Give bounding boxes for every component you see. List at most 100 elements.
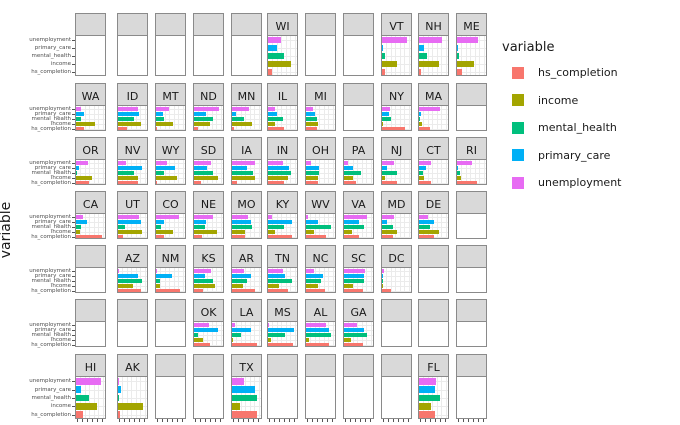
facet-strip: [381, 299, 412, 322]
bar-unemployment: [344, 160, 348, 165]
y-tick-label: primary_care: [34, 218, 71, 225]
y-tick-label: income: [50, 403, 71, 410]
bar-hs-completion: [194, 126, 198, 130]
bar-primary-care: [306, 327, 329, 332]
facet-plot-area: [193, 268, 224, 293]
bar-income: [268, 175, 288, 180]
bar-income: [306, 337, 309, 342]
facet-panel-empty: [343, 83, 374, 131]
bar-income: [232, 283, 243, 288]
bar-primary-care: [194, 327, 218, 332]
x-axis-ticks: [343, 419, 374, 423]
bar-mental-health: [156, 170, 164, 175]
bar-primary-care: [232, 165, 247, 170]
y-tick-label: primary_care: [34, 272, 71, 279]
bar-primary-care: [118, 165, 142, 170]
bar-mental-health: [194, 278, 213, 283]
y-tick-label: hs_completion: [31, 287, 71, 294]
bar-mental-health: [419, 224, 430, 229]
facet-strip: [117, 299, 148, 322]
y-tick: [72, 334, 75, 336]
bar-hs-completion: [268, 342, 294, 346]
facet-strip: CA: [75, 191, 106, 214]
bar-unemployment: [344, 214, 367, 219]
bar-hs-completion: [232, 411, 257, 418]
bar-hs-completion: [306, 180, 318, 184]
bar-primary-care: [194, 111, 206, 116]
facet-strip: [456, 354, 487, 377]
facet-strip: NC: [305, 245, 336, 268]
facet-plot-area: [305, 377, 336, 419]
bar-unemployment: [382, 214, 394, 219]
facet-panel-nm: NM: [155, 245, 186, 293]
bar-mental-health: [232, 332, 242, 337]
facet-plot-area: [155, 160, 186, 185]
facet-strip: [155, 299, 186, 322]
facet-plot-area: [155, 214, 186, 239]
y-tick: [72, 216, 75, 218]
bar-mental-health: [268, 332, 286, 337]
bar-mental-health: [344, 332, 367, 337]
facet-strip: TX: [231, 354, 262, 377]
bar-unemployment: [194, 106, 220, 111]
bar-income: [232, 121, 252, 126]
facet-panel-wa: WA: [75, 83, 106, 131]
y-tick-label: primary_care: [34, 326, 71, 333]
bar-income: [344, 175, 354, 180]
bar-hs-completion: [194, 234, 202, 238]
y-tick-label: hs_completion: [31, 69, 71, 75]
bar-unemployment: [194, 268, 212, 273]
facet-strip: TN: [267, 245, 298, 268]
facet-panel-az: AZ: [117, 245, 148, 293]
bar-unemployment: [118, 160, 126, 165]
bar-primary-care: [306, 111, 316, 116]
x-axis-ticks: [155, 419, 186, 423]
facet-plot-area: [381, 160, 412, 185]
facet-strip: WI: [267, 13, 298, 36]
y-axis-labels: unemployment primary_care mental_health inc…: [0, 106, 75, 132]
bar-hs-completion: [118, 288, 141, 292]
bar-income: [268, 283, 279, 288]
bar-primary-care: [268, 44, 278, 52]
facet-strip: GA: [343, 299, 374, 322]
bar-primary-care: [382, 165, 388, 170]
bar-unemployment: [382, 160, 394, 165]
facet-strip: AK: [117, 354, 148, 377]
facet-panel-la: LA: [231, 299, 262, 347]
facet-plot-area: [381, 322, 412, 347]
bar-primary-care: [306, 219, 318, 224]
bar-income: [268, 229, 275, 234]
facet-plot-area: [155, 106, 186, 131]
x-axis-ticks: [456, 419, 487, 423]
bar-primary-care: [382, 111, 389, 116]
facet-strip: UT: [117, 191, 148, 214]
facet-strip: WA: [75, 83, 106, 106]
facet-plot-area: [305, 268, 336, 293]
bar-hs-completion: [194, 288, 204, 292]
facet-panel-oh: OH: [305, 137, 336, 185]
facet-strip: MO: [231, 191, 262, 214]
bar-mental-health: [344, 278, 364, 283]
bar-mental-health: [156, 116, 164, 121]
bar-primary-care: [156, 273, 172, 278]
y-tick: [72, 344, 75, 346]
bar-income: [419, 121, 422, 126]
bar-unemployment: [76, 160, 88, 165]
bar-mental-health: [344, 224, 364, 229]
bar-primary-care: [419, 44, 425, 52]
facet-strip: [456, 191, 487, 214]
facet-panel-ma: MA: [418, 83, 449, 131]
bar-primary-care: [194, 165, 208, 170]
legend-key-income: [512, 94, 524, 107]
facet-strip: MT: [155, 83, 186, 106]
y-tick-label: mental_health: [31, 53, 71, 59]
facet-plot-area: [193, 106, 224, 131]
x-axis-ticks: [117, 419, 148, 423]
facet-plot-area: [155, 268, 186, 293]
bar-hs-completion: [268, 180, 284, 184]
bar-hs-completion: [419, 234, 434, 238]
y-tick-label: hs_completion: [31, 179, 71, 186]
y-tick-label: mental_health: [31, 115, 71, 122]
x-axis-ticks: [193, 419, 224, 423]
bar-income: [419, 175, 425, 180]
